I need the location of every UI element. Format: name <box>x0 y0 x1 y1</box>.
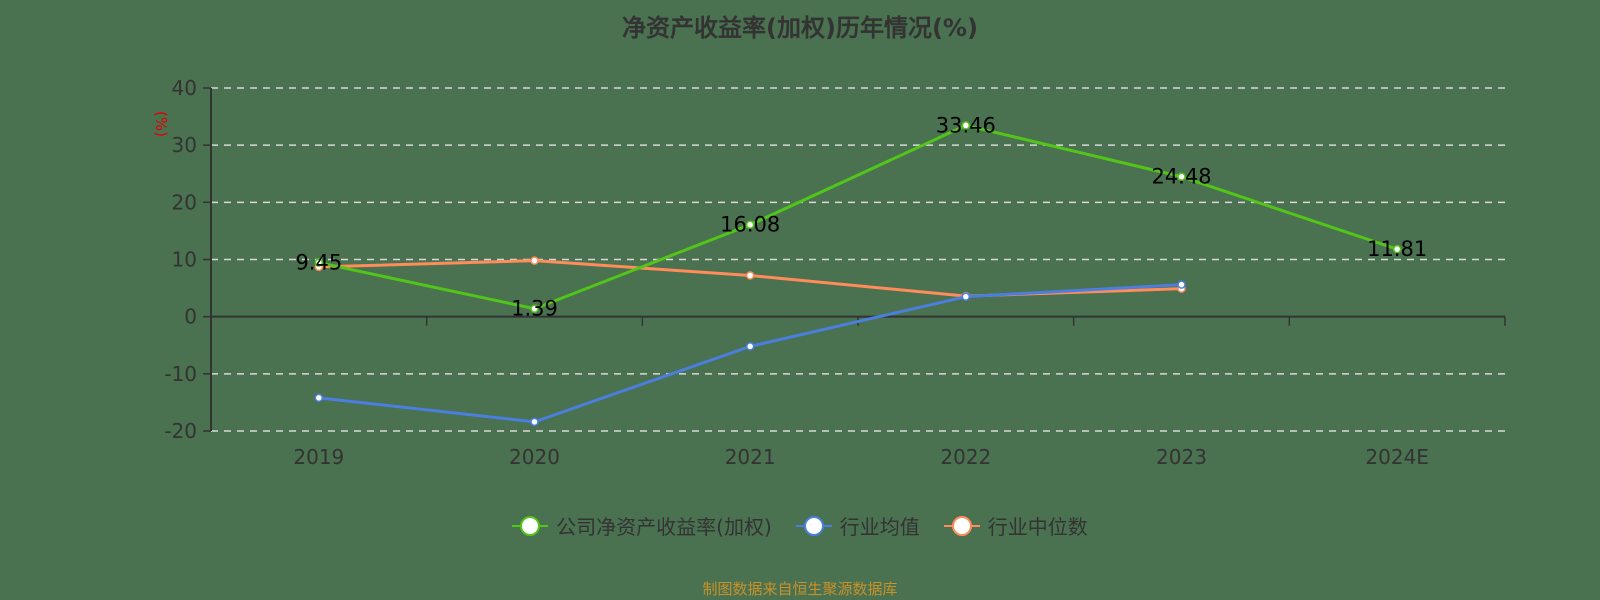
svg-text:2020: 2020 <box>509 445 560 469</box>
svg-text:24.48: 24.48 <box>1151 165 1211 189</box>
grid-lines <box>211 87 1505 432</box>
legend-marker-icon <box>795 515 832 536</box>
svg-text:0: 0 <box>184 305 197 329</box>
svg-text:11.81: 11.81 <box>1367 237 1427 261</box>
legend-item-industry-median[interactable]: 行业中位数 <box>943 511 1088 540</box>
legend-label: 行业中位数 <box>987 515 1088 539</box>
svg-text:2019: 2019 <box>293 445 344 469</box>
svg-text:9.45: 9.45 <box>295 251 342 275</box>
svg-text:10: 10 <box>172 248 197 272</box>
svg-text:2024E: 2024E <box>1365 445 1429 469</box>
data-labels: 9.45 1.39 16.08 33.46 24.48 11.81 <box>295 113 1427 320</box>
svg-text:20: 20 <box>172 190 197 214</box>
svg-text:2023: 2023 <box>1156 445 1207 469</box>
svg-text:-10: -10 <box>164 362 197 386</box>
series-lines <box>314 121 1402 427</box>
svg-text:16.08: 16.08 <box>720 213 780 237</box>
legend-item-industry-avg[interactable]: 行业均值 <box>795 511 920 540</box>
svg-text:2022: 2022 <box>940 445 991 469</box>
data-source-note: 制图数据来自恒生聚源数据库 <box>702 580 898 598</box>
legend-marker-icon <box>943 515 980 536</box>
svg-text:33.46: 33.46 <box>936 113 996 137</box>
legend-label: 行业均值 <box>839 515 920 539</box>
legend-item-company[interactable]: 公司净资产收益率(加权) <box>512 511 772 540</box>
svg-text:2021: 2021 <box>725 445 776 469</box>
chart-title: 净资产收益率(加权)历年情况(%) <box>622 14 978 42</box>
svg-text:30: 30 <box>172 133 197 157</box>
svg-text:40: 40 <box>172 76 197 100</box>
legend-marker-icon <box>512 515 549 536</box>
svg-text:-20: -20 <box>164 419 197 443</box>
axes: 40 30 20 10 0 -10 -20 2019 2020 2021 2022 2023 2024E… <box>152 76 1506 469</box>
svg-text:1.39: 1.39 <box>511 297 558 321</box>
legend: 公司净资产收益率(加权) 行业均值 行业中位数 <box>0 511 1600 540</box>
svg-text:(%): (%) <box>152 111 170 137</box>
legend-label: 公司净资产收益率(加权) <box>556 515 772 539</box>
